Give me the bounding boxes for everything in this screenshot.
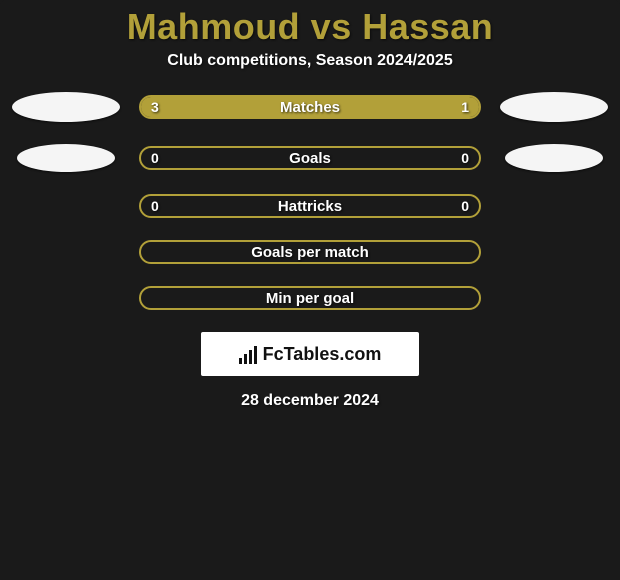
stat-row: 0 Hattricks 0 — [0, 194, 620, 218]
stat-value-left: 3 — [151, 97, 159, 117]
stat-label: Goals per match — [251, 244, 369, 261]
stat-row: Min per goal — [0, 286, 620, 310]
stat-bar: Goals per match — [139, 240, 481, 264]
bar-chart-icon — [239, 344, 257, 364]
stat-label: Min per goal — [266, 290, 354, 307]
right-oval-icon — [500, 92, 608, 122]
left-side — [11, 144, 121, 172]
stat-value-left: 0 — [151, 196, 159, 216]
stat-value-left: 0 — [151, 148, 159, 168]
stat-value-right: 0 — [461, 148, 469, 168]
stat-bar: Min per goal — [139, 286, 481, 310]
left-side — [11, 92, 121, 122]
stat-row: 0 Goals 0 — [0, 144, 620, 172]
stat-label: Matches — [280, 99, 340, 116]
right-oval-icon — [505, 144, 603, 172]
stat-row: 3 Matches 1 — [0, 92, 620, 122]
logo-box: FcTables.com — [201, 332, 419, 376]
stat-bar: 0 Hattricks 0 — [139, 194, 481, 218]
stat-value-right: 1 — [461, 97, 469, 117]
left-oval-icon — [12, 92, 120, 122]
stat-label: Hattricks — [278, 198, 342, 215]
stat-label: Goals — [289, 150, 331, 167]
stat-bar: 3 Matches 1 — [139, 95, 481, 119]
right-side — [499, 92, 609, 122]
page-title: Mahmoud vs Hassan — [0, 6, 620, 48]
date-label: 28 december 2024 — [0, 392, 620, 410]
comparison-card: Mahmoud vs Hassan Club competitions, Sea… — [0, 0, 620, 440]
stat-bar: 0 Goals 0 — [139, 146, 481, 170]
stat-value-right: 0 — [461, 196, 469, 216]
logo-text: FcTables.com — [263, 344, 382, 365]
right-side — [499, 144, 609, 172]
subtitle: Club competitions, Season 2024/2025 — [0, 52, 620, 70]
bar-fill-left — [141, 97, 388, 117]
stat-row: Goals per match — [0, 240, 620, 264]
left-oval-icon — [17, 144, 115, 172]
